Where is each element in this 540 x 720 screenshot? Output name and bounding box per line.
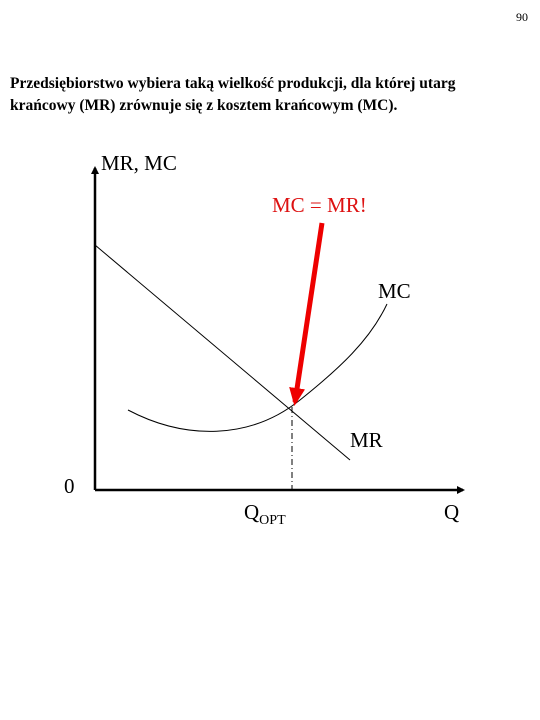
x-axis-label: Q (444, 500, 459, 524)
y-axis-label: MR, MC (101, 151, 177, 175)
origin-label: 0 (64, 474, 75, 498)
mr-label: MR (350, 428, 383, 452)
q-opt-label: QOPT (244, 500, 286, 528)
mc-label: MC (378, 279, 411, 303)
page-number: 90 (516, 10, 528, 24)
intersection-arrow (289, 222, 325, 406)
statement-line-1: Przedsiębiorstwo wybiera taką wielkość p… (10, 75, 456, 92)
mr-curve (94, 244, 351, 461)
q-opt-main: Q (244, 500, 259, 524)
q-opt-subscript: OPT (259, 513, 286, 528)
mc-curve (127, 303, 388, 432)
statement-line-2: krańcowy (MR) zrównuje się z kosztem kra… (10, 97, 398, 114)
statement-text: Przedsiębiorstwo wybiera taką wielkość p… (10, 73, 530, 117)
annotation-label: MC = MR! (272, 193, 367, 217)
